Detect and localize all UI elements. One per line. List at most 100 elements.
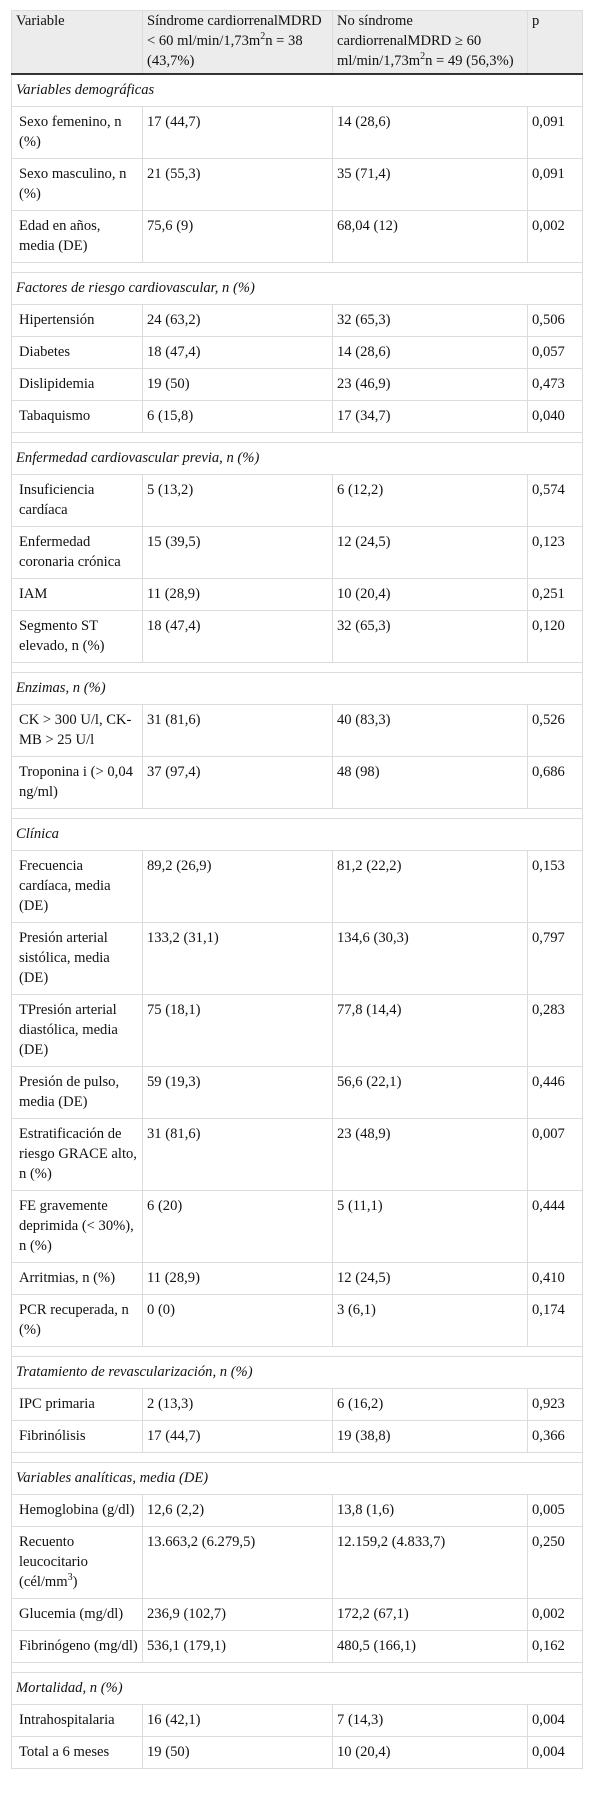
data-row: CK > 300 U/l, CK-MB > 25 U/l 31 (81,6) 40 … <box>11 704 583 757</box>
p-value-cell: 0,686 <box>527 756 583 809</box>
table-body: Variables demográficas Sexo femenino, n (… <box>11 73 583 1769</box>
variable-cell: FE gravemente deprimida (< 30%), n (%) <box>11 1190 143 1263</box>
variable-cell: TPresión arterial diastólica, media (DE) <box>11 994 143 1067</box>
section-row: Variables demográficas <box>11 73 583 107</box>
p-value-cell: 0,153 <box>527 850 583 923</box>
spacer-cell <box>11 262 583 273</box>
data-row: Troponina i (> 0,04 ng/ml) 37 (97,4) 48 (9… <box>11 756 583 809</box>
p-value-cell: 0,005 <box>527 1494 583 1527</box>
value-cell: 19 (50) <box>142 368 333 401</box>
p-value-cell: 0,923 <box>527 1388 583 1421</box>
p-value-cell: 0,250 <box>527 1526 583 1599</box>
value-cell: 21 (55,3) <box>142 158 333 211</box>
text-part: No síndrome cardiorrenalMDRD ≥ 60 ml/min… <box>337 13 482 69</box>
section-title: Mortalidad, n (%) <box>11 1672 583 1705</box>
data-row: Enfermedad coronaria crónica 15 (39,5) 12 … <box>11 526 583 579</box>
section-row: Clínica <box>11 818 583 851</box>
value-cell: 75 (18,1) <box>142 994 333 1067</box>
variable-cell: Estratificación de riesgo GRACE alto, n … <box>11 1118 143 1191</box>
value-cell: 48 (98) <box>332 756 528 809</box>
p-value-cell: 0,526 <box>527 704 583 757</box>
spacer-row <box>11 1346 583 1357</box>
data-row: Tabaquismo 6 (15,8) 17 (34,7) 0,040 <box>11 400 583 433</box>
data-row: IAM 11 (28,9) 10 (20,4) 0,251 <box>11 578 583 611</box>
spacer-row <box>11 1662 583 1673</box>
p-value-cell: 0,091 <box>527 158 583 211</box>
value-cell: 35 (71,4) <box>332 158 528 211</box>
value-cell: 480,5 (166,1) <box>332 1630 528 1663</box>
variable-cell: Diabetes <box>11 336 143 369</box>
data-row: Intrahospitalaria 16 (42,1) 7 (14,3) 0,004 <box>11 1704 583 1737</box>
p-value-cell: 0,473 <box>527 368 583 401</box>
header-cell: p <box>527 10 583 75</box>
value-cell: 89,2 (26,9) <box>142 850 333 923</box>
section-title: Enzimas, n (%) <box>11 672 583 705</box>
value-cell: 81,2 (22,2) <box>332 850 528 923</box>
variable-cell: IAM <box>11 578 143 611</box>
value-cell: 172,2 (67,1) <box>332 1598 528 1631</box>
p-value-cell: 0,123 <box>527 526 583 579</box>
data-row: Fibrinólisis 17 (44,7) 19 (38,8) 0,366 <box>11 1420 583 1453</box>
p-value-cell: 0,120 <box>527 610 583 663</box>
section-row: Mortalidad, n (%) <box>11 1672 583 1705</box>
p-value-cell: 0,174 <box>527 1294 583 1347</box>
variable-cell: Intrahospitalaria <box>11 1704 143 1737</box>
value-cell: 6 (15,8) <box>142 400 333 433</box>
data-row: FE gravemente deprimida (< 30%), n (%) 6 … <box>11 1190 583 1263</box>
variable-cell: Troponina i (> 0,04 ng/ml) <box>11 756 143 809</box>
value-cell: 6 (16,2) <box>332 1388 528 1421</box>
value-cell: 7 (14,3) <box>332 1704 528 1737</box>
p-value-cell: 0,366 <box>527 1420 583 1453</box>
p-value-cell: 0,091 <box>527 106 583 159</box>
variable-cell: Segmento ST elevado, n (%) <box>11 610 143 663</box>
variable-cell: Presión arterial sistólica, media (DE) <box>11 922 143 995</box>
text-part: Síndrome cardiorrenalMDRD < 60 ml/min/1,… <box>147 13 322 49</box>
p-value-cell: 0,446 <box>527 1066 583 1119</box>
data-row: Hipertensión 24 (63,2) 32 (65,3) 0,506 <box>11 304 583 337</box>
header-cell: No síndrome cardiorrenalMDRD ≥ 60 ml/min… <box>332 10 528 75</box>
value-cell: 18 (47,4) <box>142 610 333 663</box>
data-row: Insuficiencia cardíaca 5 (13,2) 6 (12,2) 0,… <box>11 474 583 527</box>
value-cell: 77,8 (14,4) <box>332 994 528 1067</box>
spacer-cell <box>11 808 583 819</box>
value-cell: 236,9 (102,7) <box>142 1598 333 1631</box>
value-cell: 11 (28,9) <box>142 1262 333 1295</box>
variable-cell: Tabaquismo <box>11 400 143 433</box>
value-cell: 536,1 (179,1) <box>142 1630 333 1663</box>
spacer-cell <box>11 662 583 673</box>
spacer-row <box>11 432 583 443</box>
data-row: Sexo femenino, n (%) 17 (44,7) 14 (28,6) 0,… <box>11 106 583 159</box>
value-cell: 59 (19,3) <box>142 1066 333 1119</box>
variable-cell: Arritmias, n (%) <box>11 1262 143 1295</box>
data-row: Total a 6 meses 19 (50) 10 (20,4) 0,004 <box>11 1736 583 1769</box>
value-cell: 17 (44,7) <box>142 1420 333 1453</box>
page-body: {"table": { "header": [ "Variable", {"pa… <box>0 10 590 1809</box>
spacer-cell <box>11 1452 583 1463</box>
value-cell: 19 (50) <box>142 1736 333 1769</box>
value-cell: 24 (63,2) <box>142 304 333 337</box>
p-value-cell: 0,797 <box>527 922 583 995</box>
superscript: 3 <box>67 1572 73 1584</box>
section-row: Variables analíticas, media (DE) <box>11 1462 583 1495</box>
value-cell: 14 (28,6) <box>332 106 528 159</box>
spacer-row <box>11 262 583 273</box>
header-cell: Variable <box>11 10 143 75</box>
spacer-cell <box>11 1346 583 1357</box>
variable-cell: Frecuencia cardíaca, media (DE) <box>11 850 143 923</box>
value-cell: 15 (39,5) <box>142 526 333 579</box>
data-table: Variable Síndrome cardiorrenalMDRD < 60 m… <box>11 10 583 1769</box>
table-header: Variable Síndrome cardiorrenalMDRD < 60 m… <box>11 10 583 75</box>
variable-cell: Glucemia (mg/dl) <box>11 1598 143 1631</box>
p-value-cell: 0,251 <box>527 578 583 611</box>
value-cell: 5 (13,2) <box>142 474 333 527</box>
variable-cell: PCR recuperada, n (%) <box>11 1294 143 1347</box>
variable-cell: Hipertensión <box>11 304 143 337</box>
section-title: Tratamiento de revascularización, n (%) <box>11 1356 583 1389</box>
spacer-cell <box>11 432 583 443</box>
p-value-cell: 0,283 <box>527 994 583 1067</box>
data-row: Edad en años, media (DE) 75,6 (9) 68,04 (1… <box>11 210 583 263</box>
value-cell: 17 (44,7) <box>142 106 333 159</box>
data-row: Hemoglobina (g/dl) 12,6 (2,2) 13,8 (1,6) 0,… <box>11 1494 583 1527</box>
variable-cell: Enfermedad coronaria crónica <box>11 526 143 579</box>
section-row: Tratamiento de revascularización, n (%) <box>11 1356 583 1389</box>
